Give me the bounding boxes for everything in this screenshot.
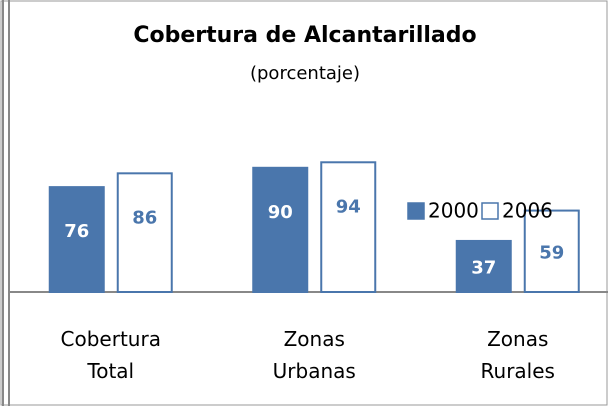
data-label: 90 xyxy=(268,202,293,223)
bar xyxy=(116,172,173,294)
x-tick-label: Zonas Rurales xyxy=(480,327,555,383)
legend-label: 2006 xyxy=(502,199,553,223)
bar xyxy=(320,161,377,293)
x-tick-label: Zonas Urbanas xyxy=(272,327,356,383)
data-label: 59 xyxy=(539,242,564,263)
data-label: 37 xyxy=(471,257,496,278)
bar xyxy=(455,239,512,294)
legend-swatch xyxy=(407,202,425,220)
chart-title: Cobertura de Alcantarillado xyxy=(133,23,476,48)
bar xyxy=(523,209,580,293)
data-label: 76 xyxy=(64,221,89,242)
bar xyxy=(48,186,105,293)
legend-label: 2000 xyxy=(428,199,479,223)
chart-subtitle: (porcentaje) xyxy=(250,63,360,84)
x-tick-label: Cobertura Total xyxy=(60,327,161,383)
data-label: 86 xyxy=(132,207,157,228)
data-label: 94 xyxy=(336,196,361,217)
bar xyxy=(252,166,309,293)
legend-swatch xyxy=(481,202,499,220)
